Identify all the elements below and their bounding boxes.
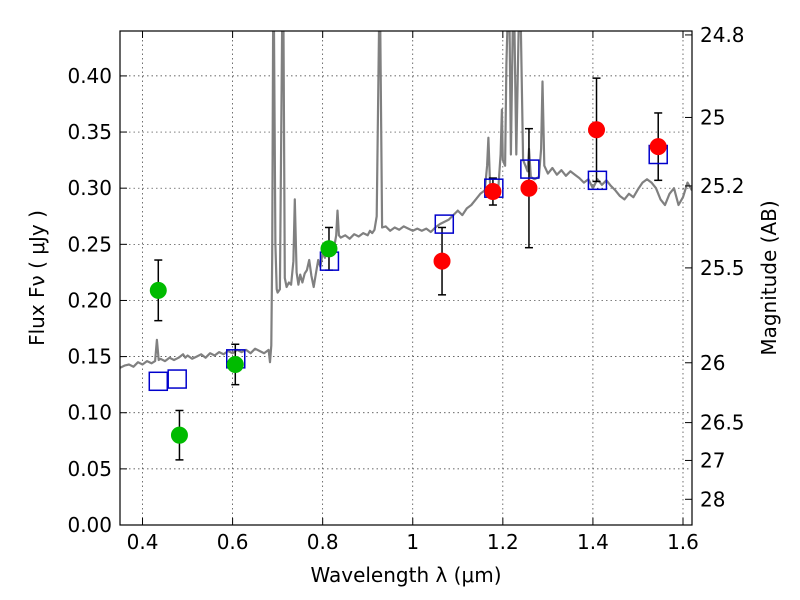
grid-layer xyxy=(120,31,692,526)
spectrum-layer xyxy=(120,31,692,369)
red-point-marker xyxy=(649,138,667,156)
right-tick-label: 25.2 xyxy=(700,174,745,198)
right-tick-label: 25.5 xyxy=(700,256,745,280)
x-tick-label: 1.4 xyxy=(577,530,609,554)
green-point-marker xyxy=(226,355,244,373)
model-square-marker xyxy=(167,369,187,389)
spectrum-line xyxy=(120,31,692,369)
green-point-marker xyxy=(149,281,167,299)
right-tick-label: 27 xyxy=(700,448,725,472)
x-tick-label: 0.8 xyxy=(307,530,339,554)
right-tick-label: 25 xyxy=(700,105,725,129)
green-point-marker xyxy=(320,240,338,258)
y-tick-label: 0.15 xyxy=(67,345,112,369)
y-tick-label: 0.10 xyxy=(67,401,112,425)
right-tick-label: 28 xyxy=(700,487,725,511)
right-tick-label: 26 xyxy=(700,351,725,375)
x-axis-label: Wavelength λ (μm) xyxy=(310,563,501,587)
y-tick-label: 0.40 xyxy=(67,64,112,88)
tick-layer: 0.4 0.6 0.8 1 1.2 1.4 1.6 0.00 0.05 0.10 0.15 0.20 0… xyxy=(67,23,744,554)
red-point-marker xyxy=(588,121,606,139)
x-tick-label: 0.4 xyxy=(127,530,159,554)
y-axis-right-label: Magnitude (AB) xyxy=(757,200,781,355)
right-tick-label: 26.5 xyxy=(700,411,745,435)
y-tick-label: 0.30 xyxy=(67,176,112,200)
plot-frame xyxy=(119,30,693,526)
x-tick-label: 1 xyxy=(406,530,419,554)
red-point-marker xyxy=(520,179,538,197)
marker-layer xyxy=(148,77,668,461)
right-tick-label: 24.8 xyxy=(700,23,745,47)
model-square-marker xyxy=(587,170,608,191)
x-tick-label: 1.2 xyxy=(487,530,519,554)
model-square-marker xyxy=(520,159,540,179)
y-tick-label: 0.00 xyxy=(67,513,112,537)
y-axis-label: Flux Fν ( μJy ) xyxy=(25,210,49,346)
model-square-marker xyxy=(148,371,169,392)
y-tick-label: 0.05 xyxy=(67,457,112,481)
x-tick-label: 0.6 xyxy=(217,530,249,554)
model-square-marker xyxy=(434,214,455,234)
label-layer: Wavelength λ (μm) Flux Fν ( μJy ) Magnit… xyxy=(25,200,781,587)
y-tick-label: 0.35 xyxy=(67,120,112,144)
red-point-marker xyxy=(433,252,451,270)
red-point-marker xyxy=(484,183,502,201)
green-point-marker xyxy=(170,426,188,444)
x-tick-label: 1.6 xyxy=(667,530,699,554)
y-tick-label: 0.20 xyxy=(67,288,112,312)
y-tick-label: 0.25 xyxy=(67,232,112,256)
